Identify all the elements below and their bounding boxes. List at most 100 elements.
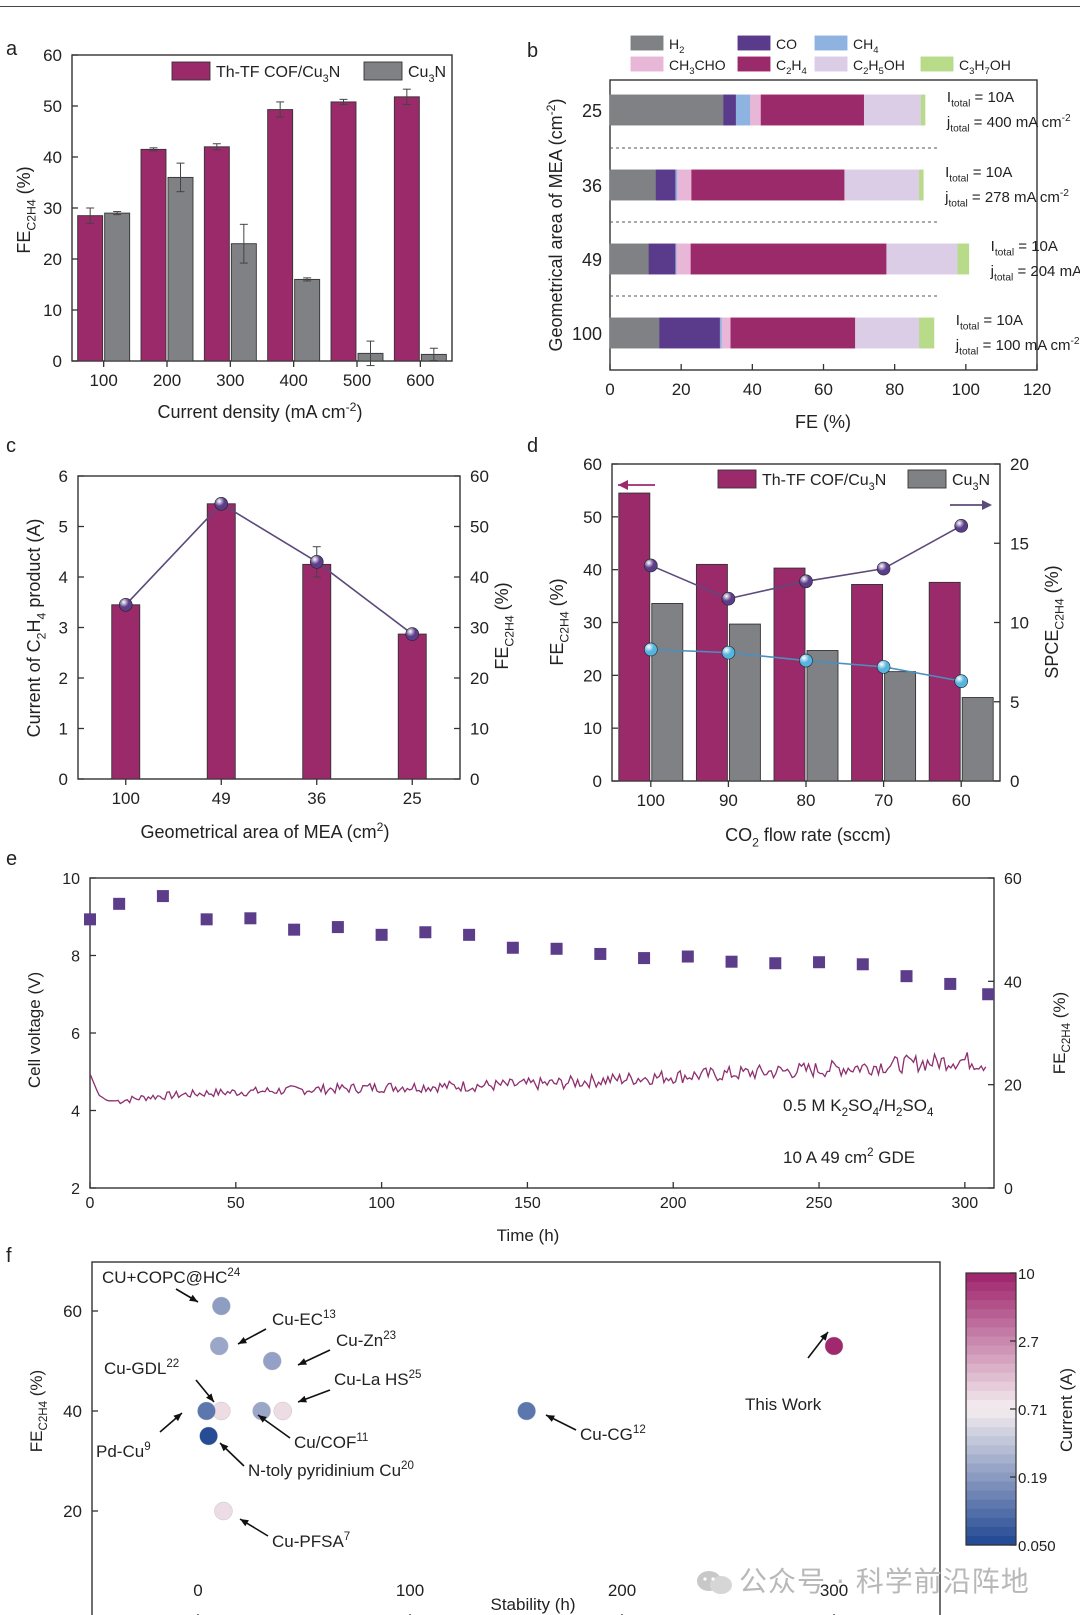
panel-f-colorbar-cell [966,1445,1016,1455]
panel-f-arrow-head [189,1294,198,1302]
panel-b-annot-j: jtotal = 204 mA c [990,263,1080,284]
panel-f-point-label: Pd-Cu9 [96,1441,151,1461]
panel-f-colorbar-cell [966,1390,1016,1401]
panel-a-ylabel: FEC2H4 (%) [14,166,38,253]
panel-e-xtick-label: 50 [227,1195,245,1212]
panel-f-point [214,1501,233,1521]
panel-a-xtick-label: 500 [343,371,371,390]
panel-f-colorbar-cell [966,1354,1016,1365]
panel-b-seg-h2 [609,169,657,201]
panel-e-fe-marker [288,923,301,936]
panel-d-legend-swatch-cu3n [907,469,947,489]
panel-e-y2tick-label: 20 [1004,1078,1022,1095]
panel-f-ytick-label: 60 [63,1302,82,1321]
panel-e-ytick-label: 6 [71,1026,80,1043]
panel-b-ytick-label: 49 [582,250,602,270]
panel-d-y2tick-label: 0 [1010,772,1019,791]
panel-e-fe-marker [725,955,738,968]
panel-b-seg-c2h4 [690,243,888,275]
panel-d: 0 10 20 30 40 50 60 0 5 10 15 20 100 90 80 70 60 Th-TF CO… [547,455,1066,849]
panel-f-colorbar-tick-label: 2.7 [1018,1334,1039,1351]
panel-f-arrow-head [240,1519,249,1527]
panel-b-seg-co [723,94,737,126]
panel-b-legend-swatch [737,56,771,72]
panel-e-fe-marker [156,890,169,903]
panel-a-ytick-label: 40 [43,148,62,167]
panel-c-xtick-label: 25 [403,789,422,808]
panel-b-xlabel: FE (%) [795,412,851,432]
panel-e-xtick-label: 300 [951,1195,978,1212]
panel-e-fe-marker [681,950,694,963]
panel-f-colorbar-cell [966,1526,1016,1537]
panel-c-y2tick-label: 60 [470,467,489,486]
panel-d-ylabel: FEC2H4 (%) [547,578,571,665]
panel-c-ytick-label: 0 [59,770,68,789]
panel-a-bar-cof [267,109,294,362]
panel-f-point-label: Cu-Zn23 [336,1330,396,1350]
panel-b-annot-j: jtotal = 400 mA cm-2 [946,113,1071,135]
panel-d-xtick-label: 60 [952,791,971,810]
panel-a-xtick-label: 300 [216,371,244,390]
panel-f-arrow-head [220,1443,229,1452]
panel-e-fe-marker [769,957,782,970]
panel-f-point-label: Cu-GDL22 [104,1358,179,1378]
panel-b-seg-c3h7oh [919,169,924,201]
panel-d-bar-cu3n [651,603,684,782]
panel-e-fe-marker [200,913,213,926]
panel-a-legend-swatch-cof [171,61,211,81]
panel-b-seg-ch4 [735,94,752,126]
panel-f-point-label: Cu-CG12 [580,1424,646,1444]
panel-b-annot-j: jtotal = 100 mA cm-2 [955,336,1080,358]
panel-f-colorbar-cell [966,1490,1016,1501]
panel-d-spce-cu3n-marker [876,660,891,674]
panel-f-arrow-head [298,1395,307,1403]
panel-f-colorbar-cell [966,1282,1016,1292]
panel-d-legend-cu3n: Cu3N [952,472,990,493]
panel-f-colorbar-cell [966,1273,1016,1283]
panel-e-fe-marker [813,956,826,969]
panel-f-colorbar-cell [966,1318,1016,1328]
panel-letter-d: d [527,435,538,457]
panel-f-xtick-label: 200 [608,1581,636,1600]
panel-c-y2tick-label: 10 [470,720,489,739]
panel-b-annot-I: Itotal = 10A [956,312,1023,333]
panel-b-annot-I: Itotal = 10A [945,164,1012,185]
panel-e-ytick-label: 4 [71,1104,80,1121]
panel-d-spce-cu3n-marker [721,645,736,660]
panel-d-bar-cof [618,492,651,782]
panel-a-bar-cof [330,101,357,362]
panel-a-legend-cu3n: Cu3N [408,64,446,85]
panel-a-bar-cu3n [294,278,321,362]
panel-a-xlabel: Current density (mA cm-2) [158,400,363,422]
panel-e-xtick-label: 100 [368,1195,395,1212]
panel-f-colorbar-cell [966,1291,1016,1301]
panel-f-colorbar-tick-label: 0.19 [1018,1470,1047,1487]
panel-b-seg-c2h5oh [886,243,959,275]
panel-a-bar-cof [203,146,230,362]
panel-c-bar [397,633,427,780]
panel-f-colorbar-tick-label: 0.71 [1018,1402,1047,1419]
panel-b-legend-swatch [814,56,848,72]
panel-f-colorbar-cell [966,1481,1016,1492]
panel-a-bar-cof [140,148,167,362]
panel-b-seg-co [655,169,677,201]
panel-f-arrow-head [820,1332,828,1341]
panel-c-xtick-label: 100 [112,789,140,808]
panel-b-seg-c2h5oh [855,317,921,349]
panel-c-ytick-label: 3 [59,619,68,638]
panel-f-colorbar-cell [966,1517,1016,1528]
panel-letter-a: a [6,38,18,60]
panel-e-y2tick-label: 0 [1004,1181,1013,1198]
panel-f-colorbar-cell [966,1436,1016,1446]
panel-a-ytick-label: 60 [43,46,62,65]
panel-d-ytick-label: 40 [583,561,602,580]
panel-c-fe-marker [309,555,324,569]
panel-b-seg-h2 [609,94,725,126]
panel-d-ytick-label: 0 [593,772,602,791]
panel-f-arrow-head [258,1415,267,1423]
panel-c-fe-marker [405,627,420,641]
panel-f-point [273,1401,292,1421]
panel-d-bar-cof [851,584,884,782]
panel-d-spce-cof-marker [643,558,658,573]
panel-f-colorbar-cell [966,1535,1016,1546]
